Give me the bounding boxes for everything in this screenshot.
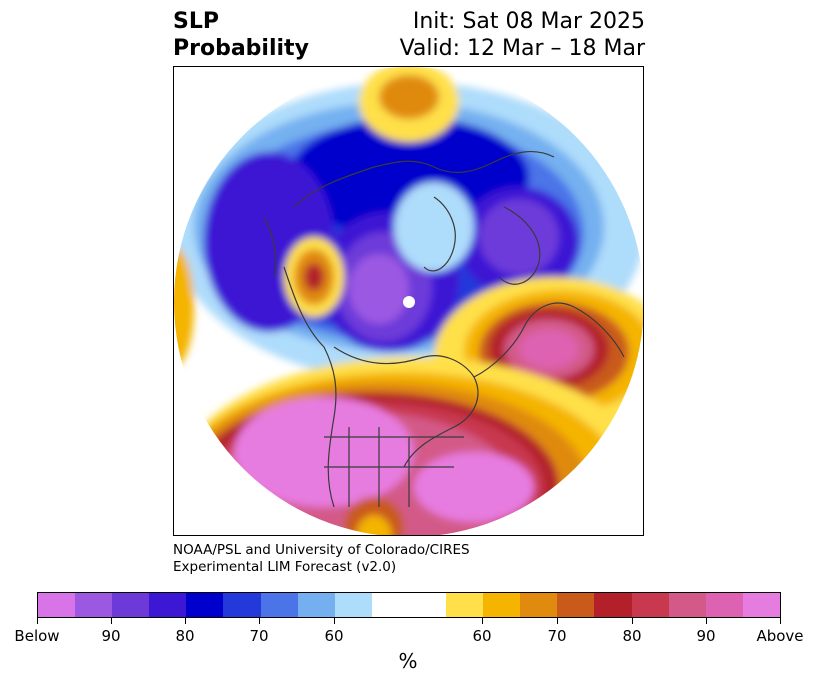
colorbar-tick-label: 70 [547,627,567,645]
colorbar-tick [557,618,558,624]
colorbar-segment [334,593,372,617]
colorbar-segment [223,593,261,617]
coastlines [263,151,625,508]
title-left: SLP Probability [173,8,309,62]
colorbar-tick [780,618,781,624]
colorbar-tick-label: Below [14,627,60,645]
credit-line-2: Experimental LIM Forecast (v2.0) [173,559,397,575]
colorbar [37,592,781,618]
colorbar-tick-label: 80 [622,627,642,645]
colorbar-segment [520,593,558,617]
polar-map [173,66,644,536]
colorbar-tick [185,618,186,624]
colorbar-segment [705,593,743,617]
colorbar-tick-label: 60 [324,627,344,645]
colorbar-unit: % [398,649,418,673]
probability-map-graphic [174,67,643,535]
colorbar-tick [259,618,260,624]
colorbar-segment [668,593,706,617]
colorbar-segment [297,593,335,617]
colorbar-tick-label: Above [756,627,804,645]
colorbar-tick [37,618,38,624]
colorbar-tick [482,618,483,624]
colorbar-tick [706,618,707,624]
valid-range: Valid: 12 Mar – 18 Mar [399,36,645,61]
colorbar-tick [632,618,633,624]
colorbar-tick [334,618,335,624]
colorbar-segment [631,593,669,617]
credit-text: NOAA/PSL and University of Colorado/CIRE… [173,542,470,576]
colorbar-segment [446,593,484,617]
colorbar-segment [38,593,76,617]
colorbar-segment [371,593,447,617]
colorbar-segment [742,593,780,617]
colorbar-tick-label: 90 [101,627,121,645]
title-variable: SLP [173,9,219,34]
colorbar-tick [111,618,112,624]
title-kind: Probability [173,36,309,61]
colorbar-segment [186,593,224,617]
colorbar-segment [557,593,595,617]
colorbar-tick-label: 80 [175,627,195,645]
colorbar-tick-label: 60 [472,627,492,645]
colorbar-segment [260,593,298,617]
init-date: Init: Sat 08 Mar 2025 [412,9,645,34]
credit-line-1: NOAA/PSL and University of Colorado/CIRE… [173,542,470,558]
colorbar-segment [75,593,113,617]
title-right: Init: Sat 08 Mar 2025 Valid: 12 Mar – 18… [400,8,645,62]
colorbar-segment [149,593,187,617]
colorbar-segment [483,593,521,617]
colorbar-segment [594,593,632,617]
colorbar-tick-label: 70 [249,627,269,645]
colorbar-tick-label: 90 [696,627,716,645]
colorbar-segment [112,593,150,617]
